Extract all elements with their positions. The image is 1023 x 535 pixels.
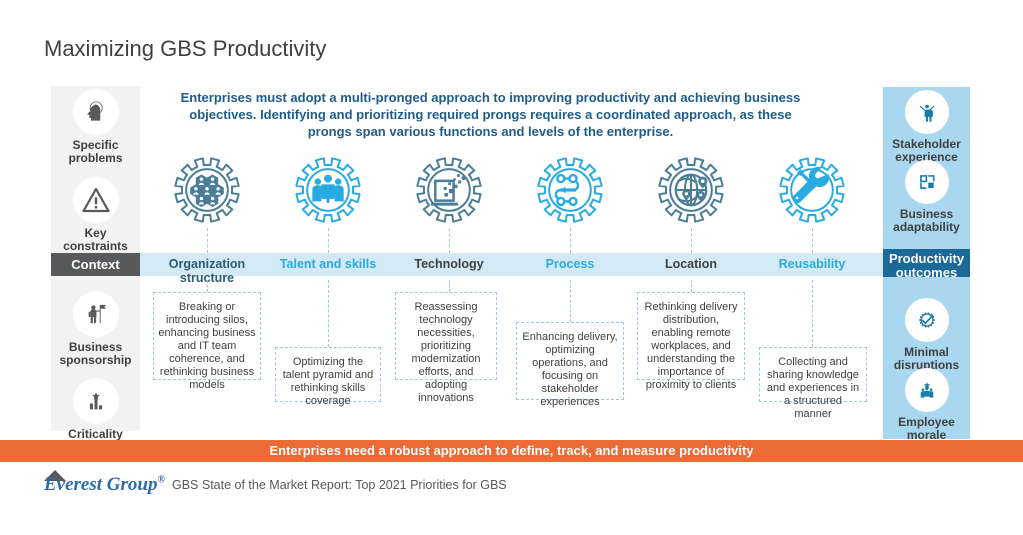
svg-text:?: ? [94,106,98,112]
